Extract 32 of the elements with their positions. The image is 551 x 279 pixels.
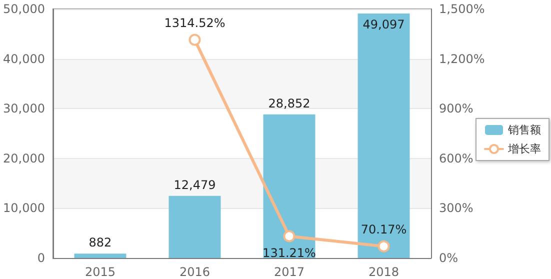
- bar: [263, 114, 316, 258]
- y2-tick-label: 1,500%: [439, 2, 485, 16]
- y2-tick-label: 1,200%: [439, 52, 485, 66]
- x-tick-label: 2018: [368, 265, 400, 279]
- data-label: 70.17%: [360, 222, 407, 236]
- point: [378, 240, 390, 252]
- x-tick-label: 2016: [179, 265, 210, 279]
- data-label: 1314.52%: [164, 16, 226, 30]
- point: [188, 34, 201, 46]
- data-label: 12,479: [174, 178, 216, 192]
- y-tick-label: 40,000: [2, 52, 45, 66]
- data-label: 131.21%: [262, 246, 316, 260]
- point: [283, 230, 296, 242]
- bar: [74, 254, 126, 258]
- y2-tick-label: 900%: [439, 102, 474, 116]
- y-tick-label: 0: [37, 251, 45, 265]
- bar: [168, 196, 221, 258]
- y-tick-label: 10,000: [2, 201, 45, 216]
- y-tick-label: 20,000: [2, 151, 45, 166]
- bar: [358, 13, 410, 258]
- data-label: 882: [88, 236, 112, 250]
- y2-tick-label: 0%: [439, 251, 458, 265]
- legend-label: 增长率: [507, 142, 541, 156]
- y2-tick-label: 600%: [439, 151, 474, 166]
- legend-label: 销售额: [507, 124, 541, 136]
- y-tick-label: 30,000: [2, 102, 45, 116]
- x-tick-label: 2017: [274, 265, 305, 279]
- data-label: 49,097: [362, 17, 405, 32]
- y-tick-label: 50,000: [2, 2, 45, 16]
- y2-tick-label: 300%: [439, 201, 474, 216]
- data-label: 28,852: [268, 96, 310, 110]
- x-tick-label: 2015: [84, 265, 116, 279]
